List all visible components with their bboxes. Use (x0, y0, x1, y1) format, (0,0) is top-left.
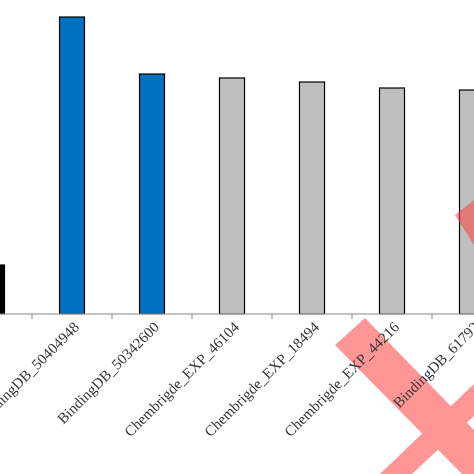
bar (138, 73, 166, 315)
bar (218, 77, 246, 315)
bar (0, 264, 6, 315)
bar (58, 16, 86, 315)
watermark (335, 200, 474, 474)
bar (378, 87, 406, 315)
bar (298, 81, 326, 315)
plot-area (0, 16, 474, 315)
